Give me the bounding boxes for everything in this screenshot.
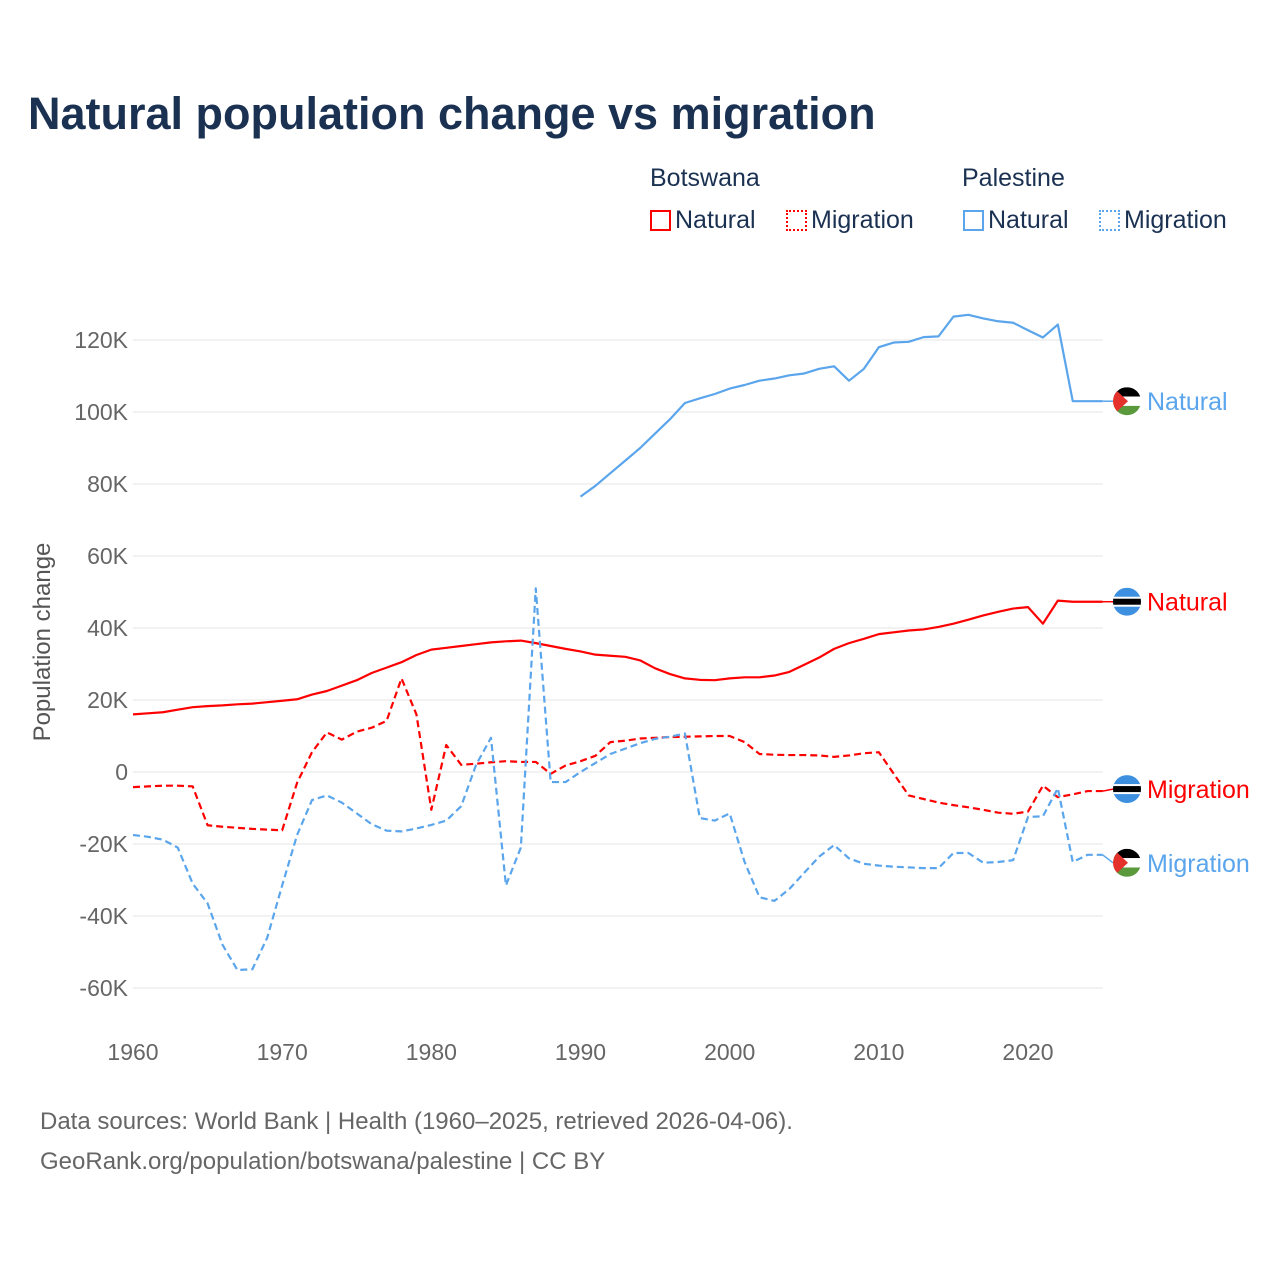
y-tick-label: -60K [79, 975, 128, 1001]
palestine-flag-icon [1113, 848, 1141, 877]
x-tick-label: 1970 [257, 1039, 308, 1065]
botswana-natural-line [132, 599, 1103, 716]
y-tick-label: 0 [115, 759, 128, 785]
y-tick-label: 120K [74, 327, 128, 353]
flag-black [1113, 848, 1141, 859]
legend-swatch-solid-red [650, 210, 671, 231]
legend-swatch-dotted-blue [1099, 210, 1120, 231]
botswana-migration-line [132, 677, 1103, 832]
legend-label: Migration [811, 206, 914, 234]
flag-red [1113, 848, 1128, 877]
y-tick-label: 100K [74, 399, 128, 425]
footer-link: GeoRank.org/population/botswana/palestin… [40, 1148, 606, 1175]
legend-swatch-solid-blue [963, 210, 984, 231]
legend-palestine-migration[interactable]: Migration [1099, 206, 1227, 235]
end-connector [1102, 788, 1114, 792]
palestine-natural-line [579, 313, 1103, 498]
legend-label: Migration [1124, 206, 1227, 234]
flag-body [1113, 387, 1141, 416]
flag-red [1113, 387, 1128, 416]
x-tick-label: 1960 [107, 1039, 158, 1065]
botswana-flag-icon [1113, 775, 1141, 804]
series-end-label: Natural [1147, 388, 1228, 416]
palestine-migration-line [132, 587, 1103, 972]
footer-sources: Data sources: World Bank | Health (1960–… [40, 1108, 793, 1135]
legend-group-botswana: Botswana [650, 164, 760, 192]
legend-palestine-natural[interactable]: Natural [963, 206, 1069, 235]
y-tick-label: 40K [87, 615, 129, 641]
flag-green [1113, 405, 1141, 416]
flag-green [1113, 867, 1141, 877]
series-end-label: Migration [1147, 850, 1250, 878]
x-tick-label: 2020 [1002, 1039, 1053, 1065]
series-end-label: Migration [1147, 776, 1250, 804]
legend-swatch-dotted-red [786, 210, 807, 231]
botswana-flag-icon [1113, 587, 1141, 616]
y-tick-label: -20K [79, 831, 128, 857]
chart-title: Natural population change vs migration [28, 88, 876, 139]
legend-group-palestine: Palestine [962, 164, 1065, 192]
series-end-label: Natural [1147, 589, 1228, 617]
y-tick-label: 80K [87, 471, 129, 497]
flag-black [1113, 598, 1141, 605]
y-tick-label: 20K [87, 687, 129, 713]
x-tick-label: 1980 [406, 1039, 457, 1065]
x-tick-label: 2000 [704, 1039, 755, 1065]
flag-black [1113, 786, 1141, 793]
legend-botswana-migration[interactable]: Migration [786, 206, 914, 235]
y-tick-label: 60K [87, 543, 129, 569]
y-tick-label: -40K [79, 903, 128, 929]
flag-black [1113, 387, 1141, 397]
legend-label: Natural [988, 206, 1069, 234]
legend-label: Natural [675, 206, 756, 234]
flag-body [1113, 587, 1141, 616]
legend-botswana-natural[interactable]: Natural [650, 206, 756, 235]
x-tick-label: 1990 [555, 1039, 606, 1065]
end-connector [1102, 854, 1114, 864]
flag-body [1113, 775, 1141, 804]
y-axis-label: Population change [29, 543, 56, 742]
x-tick-label: 2010 [853, 1039, 904, 1065]
flag-body [1113, 848, 1141, 877]
palestine-flag-icon [1113, 387, 1141, 416]
